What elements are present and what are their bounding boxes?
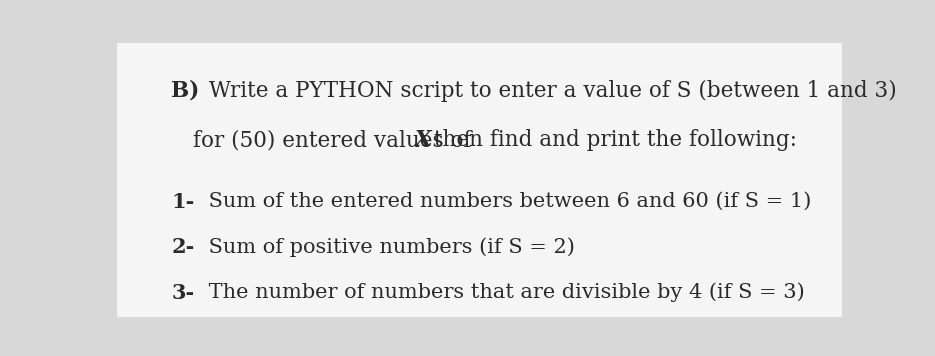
FancyBboxPatch shape (113, 41, 845, 318)
Text: 1-: 1- (171, 192, 194, 212)
Text: 2-: 2- (171, 237, 194, 257)
Text: Write a PYTHON script to enter a value of S (between 1 and 3): Write a PYTHON script to enter a value o… (202, 80, 897, 102)
Text: X: X (414, 129, 431, 151)
Text: Sum of the entered numbers between 6 and 60 (if S = 1): Sum of the entered numbers between 6 and… (202, 192, 812, 211)
Text: B): B) (171, 80, 199, 102)
Text: Sum of positive numbers (if S = 2): Sum of positive numbers (if S = 2) (202, 237, 575, 257)
Text: The number of numbers that are divisible by 4 (if S = 3): The number of numbers that are divisible… (202, 283, 805, 302)
Text: for (50) entered values of: for (50) entered values of (193, 129, 479, 151)
Text: then find and print the following:: then find and print the following: (427, 129, 797, 151)
Text: 3-: 3- (171, 283, 194, 303)
